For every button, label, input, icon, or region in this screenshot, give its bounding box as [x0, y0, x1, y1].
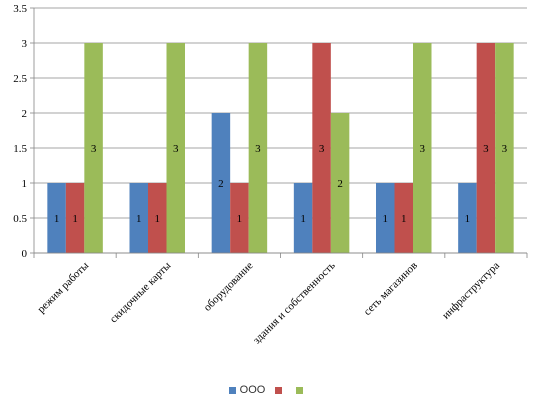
x-tick-label: здания и собственность — [251, 260, 338, 347]
bar — [129, 183, 148, 253]
bar — [211, 113, 231, 253]
data-label: 2 — [337, 178, 343, 190]
bar — [84, 43, 103, 253]
data-label: 3 — [319, 143, 325, 155]
legend-item: ООО — [228, 384, 266, 396]
bar — [47, 183, 66, 253]
data-label: 1 — [136, 213, 142, 225]
legend: ООО — [0, 383, 536, 397]
data-label: 1 — [54, 213, 60, 225]
y-tick-label: 1.5 — [13, 143, 27, 155]
bar — [330, 113, 350, 253]
bar — [293, 183, 313, 253]
x-tick-label: режим работы — [35, 259, 91, 315]
x-tick-label: оборудование — [201, 260, 255, 314]
data-label: 2 — [218, 178, 224, 190]
y-tick-label: 0 — [22, 248, 28, 260]
y-tick-label: 2 — [22, 108, 28, 120]
legend-label: ООО — [239, 384, 266, 396]
data-label: 3 — [483, 143, 489, 155]
bar — [495, 43, 514, 253]
bar — [312, 43, 331, 253]
legend-swatch — [296, 386, 304, 394]
data-label: 3 — [420, 143, 426, 155]
legend-swatch — [275, 386, 283, 394]
legend-item — [296, 386, 307, 394]
bars — [47, 43, 514, 253]
legend-item — [275, 386, 286, 394]
data-label: 1 — [383, 213, 389, 225]
data-label: 3 — [502, 143, 508, 155]
data-label: 1 — [72, 213, 78, 225]
bar — [230, 183, 249, 253]
x-tick-label: инфраструктура — [440, 260, 502, 322]
legend-swatch — [228, 386, 236, 394]
y-tick-label: 3 — [22, 38, 28, 50]
y-tick-label: 2.5 — [13, 73, 27, 85]
data-label: 1 — [237, 213, 243, 225]
x-tick-label: скидочные карты — [108, 259, 174, 325]
data-label: 3 — [255, 143, 261, 155]
bar — [394, 183, 413, 253]
x-tick-label: сеть магазинов — [362, 260, 420, 318]
bar — [376, 183, 395, 253]
data-label: 3 — [173, 143, 179, 155]
bar — [458, 183, 477, 253]
data-label: 1 — [401, 213, 407, 225]
y-tick-label: 1 — [22, 178, 28, 190]
data-label: 1 — [465, 213, 471, 225]
data-label: 3 — [91, 143, 97, 155]
bar — [166, 43, 185, 253]
bar — [476, 43, 496, 253]
gridlines — [34, 7, 527, 254]
bar — [248, 43, 268, 253]
bar — [148, 183, 167, 253]
bar — [413, 43, 432, 253]
y-tick-label: 0.5 — [13, 213, 27, 225]
data-label: 1 — [300, 213, 306, 225]
bar — [65, 183, 85, 253]
data-label: 1 — [155, 213, 161, 225]
y-tick-label: 3.5 — [13, 3, 27, 15]
